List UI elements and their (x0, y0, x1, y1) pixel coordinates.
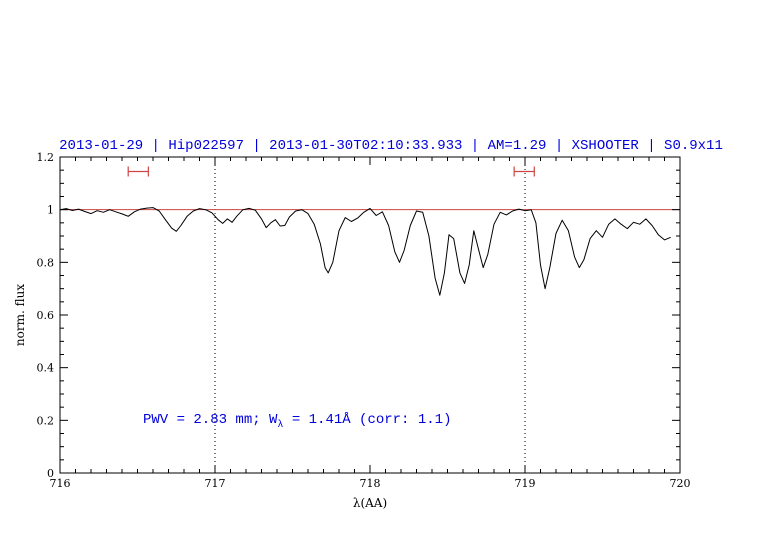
x-axis-label: λ(AA) (352, 496, 388, 510)
y-tick-labels: 0 0.2 0.4 0.6 0.8 1 1.2 (37, 151, 55, 480)
svg-text:0.2: 0.2 (37, 414, 55, 427)
svg-text:0.8: 0.8 (37, 256, 55, 269)
svg-text:716: 716 (50, 477, 71, 490)
y-ticks (60, 156, 680, 474)
svg-text:0.6: 0.6 (37, 309, 55, 322)
pwv-annotation: PWV = 2.83 mm; Wλ = 1.41Å (corr: 1.1) (143, 412, 451, 431)
x-ticks (59, 157, 681, 473)
pwv-annotation-sub: λ (277, 419, 284, 431)
svg-text:717: 717 (205, 477, 226, 490)
y-axis-label: norm. flux (13, 283, 27, 347)
svg-text:0.4: 0.4 (37, 362, 55, 375)
plot-title: 2013-01-29 | Hip022597 | 2013-01-30T02:1… (59, 138, 723, 154)
pwv-annotation-post: = 1.41Å (corr: 1.1) (283, 412, 452, 428)
svg-text:718: 718 (360, 477, 381, 490)
svg-text:720: 720 (670, 477, 691, 490)
svg-text:1: 1 (47, 204, 54, 217)
x-tick-labels: 716 717 718 719 720 (50, 477, 691, 490)
range-marker (513, 166, 535, 177)
svg-text:719: 719 (515, 477, 536, 490)
pwv-annotation-pre: PWV = 2.83 mm; W (143, 412, 278, 428)
svg-text:0: 0 (47, 467, 54, 480)
svg-text:1.2: 1.2 (37, 151, 55, 164)
range-marker (127, 166, 149, 177)
spectrum-line (59, 207, 671, 296)
